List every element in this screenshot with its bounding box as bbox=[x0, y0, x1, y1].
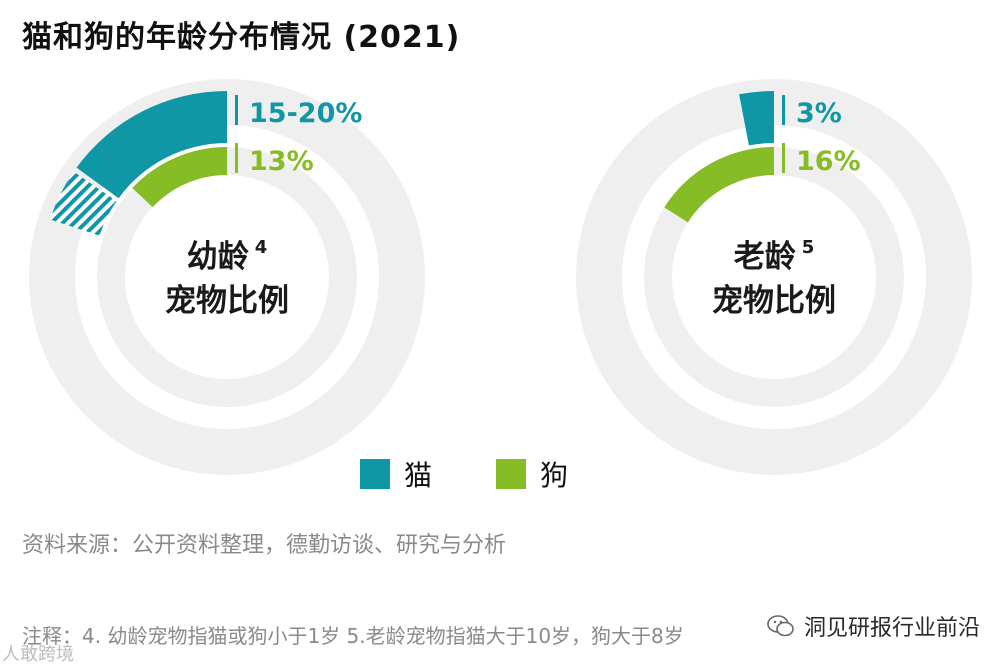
watermark-bottom: 人敢跨境 bbox=[2, 644, 74, 665]
value-label-cat: 15-20% bbox=[249, 98, 362, 129]
watermark: 洞见研报行业前沿 bbox=[766, 610, 980, 642]
legend-swatch-cat bbox=[360, 459, 390, 489]
value-label-dog: 13% bbox=[249, 146, 314, 177]
legend: 猫 狗 bbox=[360, 454, 632, 494]
legend-item-cat: 猫 bbox=[360, 454, 432, 494]
legend-item-dog: 狗 bbox=[496, 454, 568, 494]
watermark-text: 洞见研报行业前沿 bbox=[803, 616, 980, 641]
label-marker-dog bbox=[782, 143, 785, 173]
center-label-line1: 幼龄 4 bbox=[187, 237, 268, 275]
legend-label-dog: 狗 bbox=[540, 459, 569, 492]
legend-label-cat: 猫 bbox=[404, 459, 433, 492]
arc-cat-range bbox=[50, 171, 117, 236]
label-marker-cat bbox=[782, 95, 785, 125]
chart-title: 猫和狗的年龄分布情况 (2021) bbox=[22, 20, 461, 55]
label-marker-dog bbox=[235, 143, 238, 173]
arc-cat bbox=[739, 91, 774, 146]
arc-dog bbox=[132, 147, 227, 208]
donut-young: 15-20% 13% 幼龄 4 宠物比例 bbox=[29, 79, 425, 475]
legend-swatch-dog bbox=[496, 459, 527, 489]
center-label-line2: 宠物比例 bbox=[712, 283, 836, 319]
donut-old: 3% 16% 老龄 5 宠物比例 bbox=[576, 79, 972, 475]
ring-gap bbox=[640, 143, 908, 411]
center-label-line2: 宠物比例 bbox=[165, 283, 289, 319]
center-label-sup: 4 bbox=[255, 237, 268, 258]
source-note: 资料来源：公开资料整理，德勤访谈、研究与分析 bbox=[22, 533, 507, 558]
center-label-line1: 老龄 5 bbox=[734, 237, 815, 275]
footnote: 注释：4. 幼龄宠物指猫或狗小于1岁 5.老龄宠物指猫大于10岁，狗大于8岁 bbox=[22, 624, 684, 648]
value-label-dog: 16% bbox=[796, 146, 861, 177]
value-label-cat: 3% bbox=[796, 98, 842, 129]
wechat-icon bbox=[767, 615, 794, 637]
arc-cat bbox=[76, 91, 227, 199]
center-label-sup: 5 bbox=[802, 237, 815, 258]
arc-dog bbox=[664, 147, 774, 223]
ring-gap bbox=[93, 143, 361, 411]
label-marker-cat bbox=[235, 95, 238, 125]
